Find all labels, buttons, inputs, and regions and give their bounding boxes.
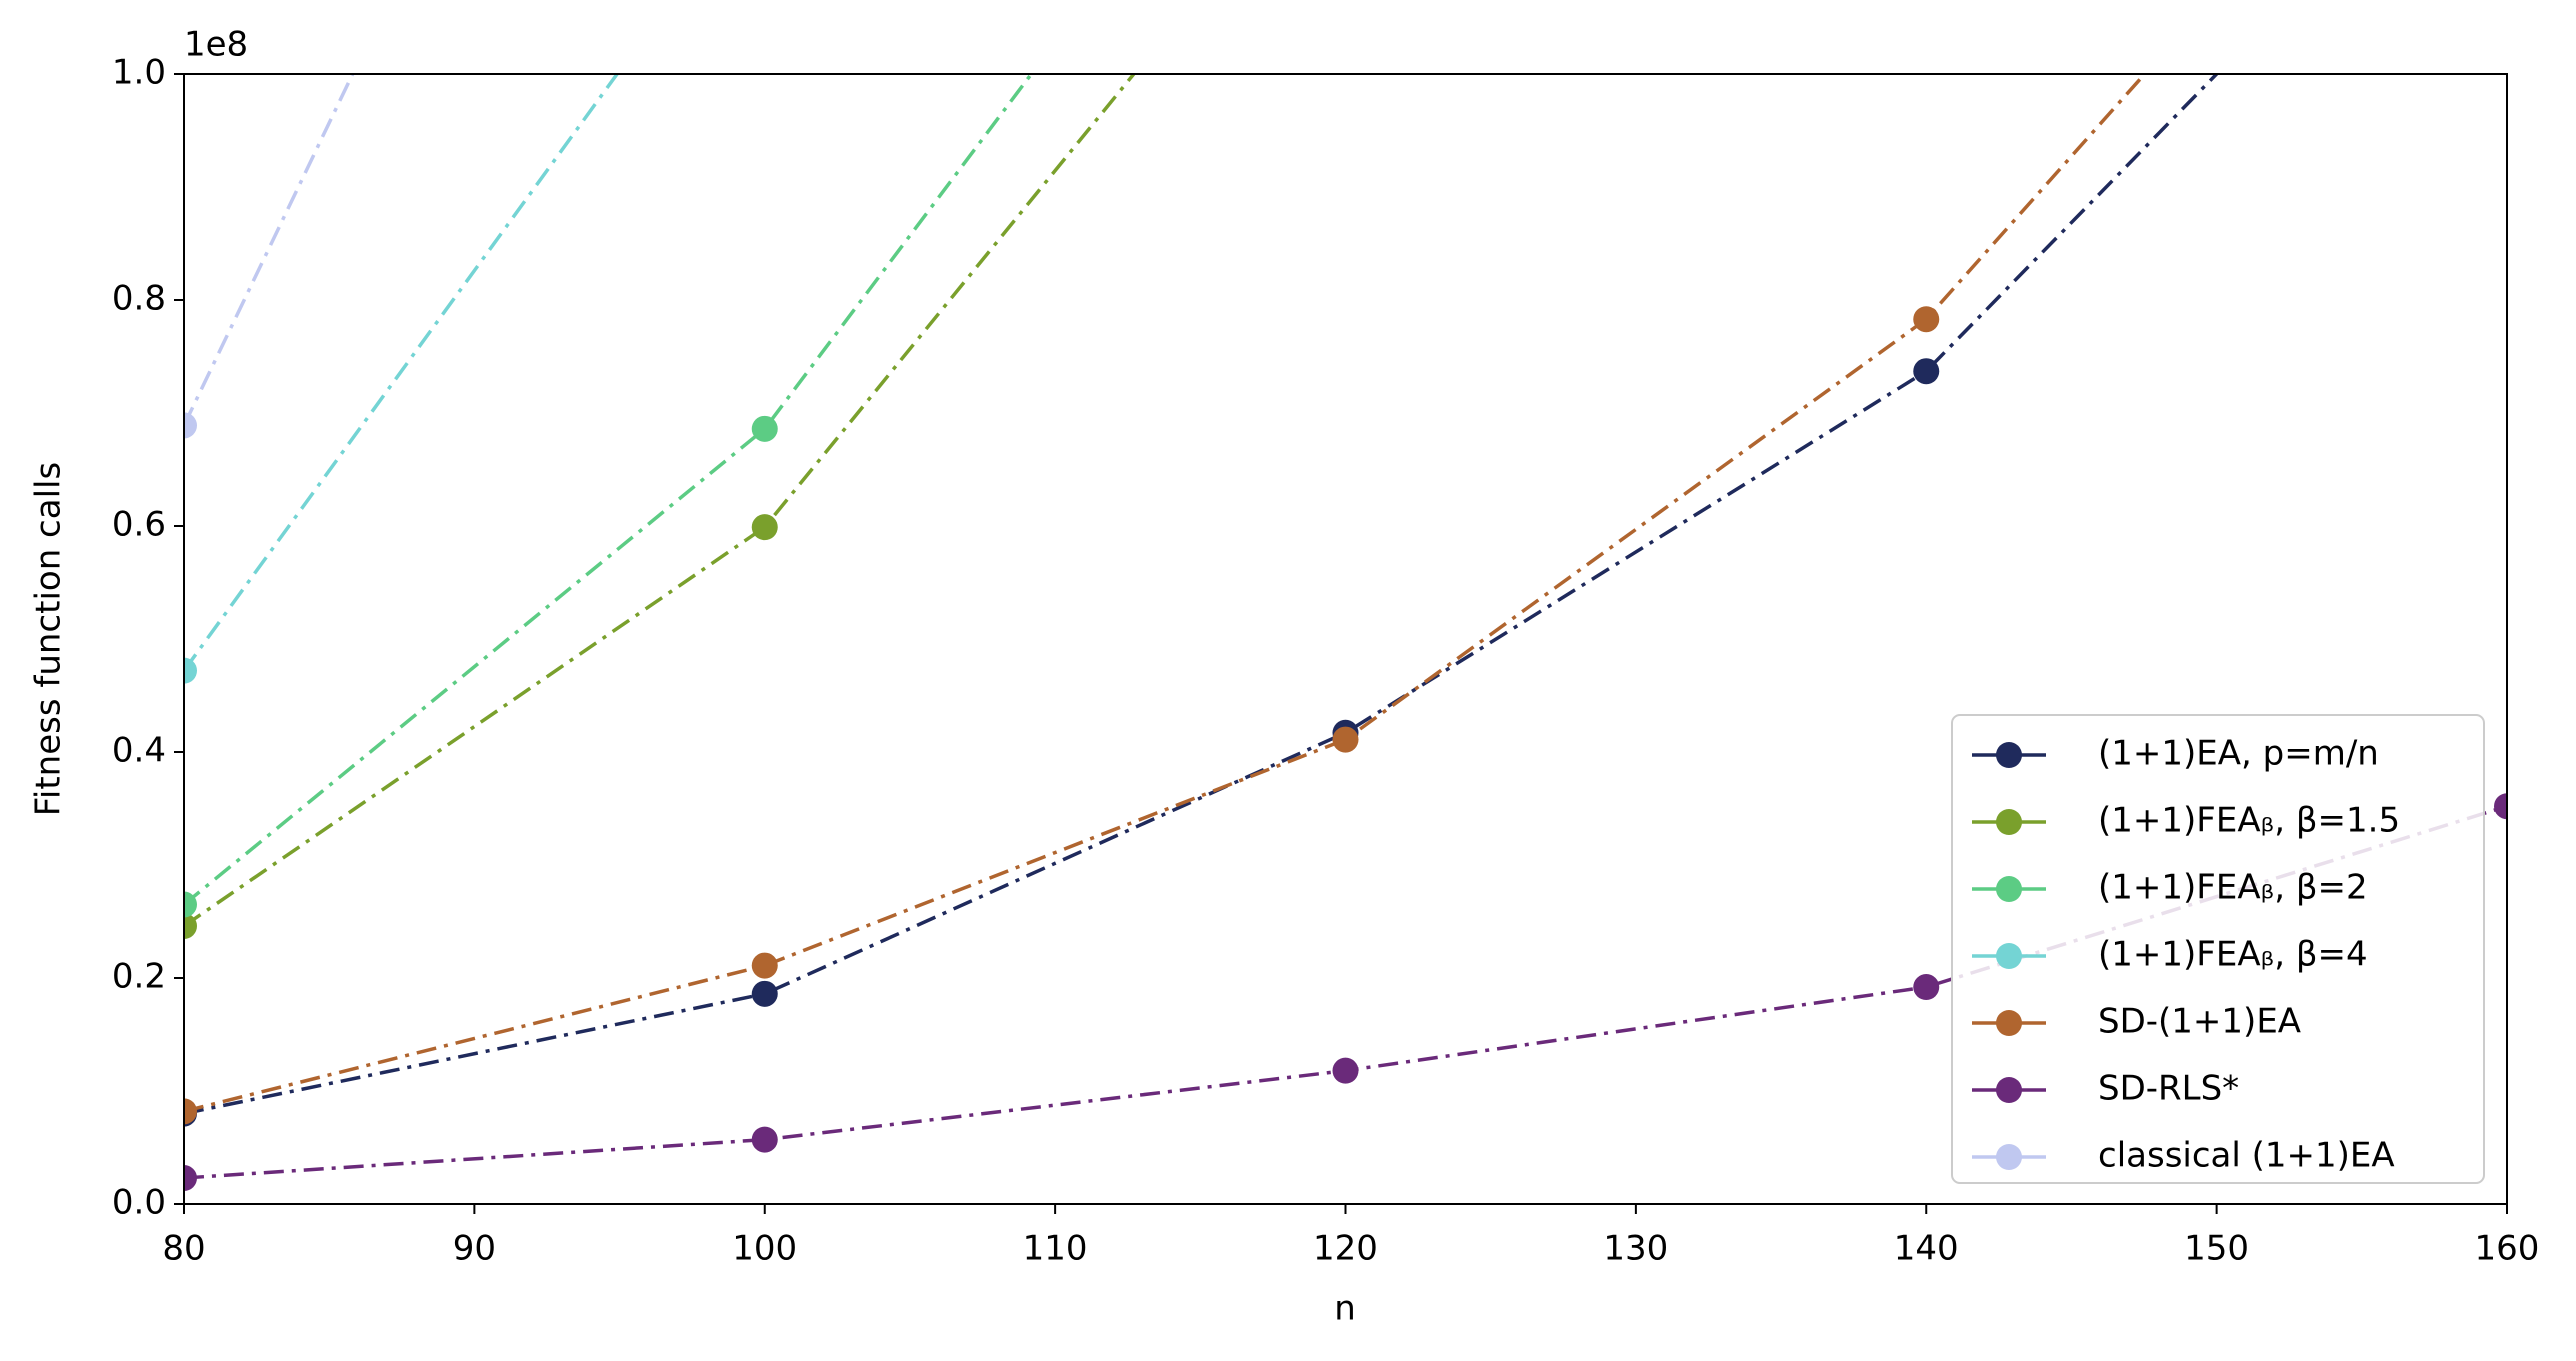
y-tick-label: 0.8 [112, 279, 166, 319]
data-point [184, 412, 197, 439]
series-line [184, 74, 1137, 928]
data-point [184, 1165, 197, 1192]
y-tick-label: 0.6 [112, 505, 166, 545]
x-tick-label: 130 [1603, 1229, 1668, 1269]
legend-label: (1+1)FEAᵦ, β=4 [2098, 935, 2368, 975]
data-point [1332, 1057, 1359, 1084]
legend-label: SD-RLS* [2098, 1069, 2239, 1109]
data-point [751, 1126, 778, 1153]
x-tick-label: 120 [1313, 1229, 1378, 1269]
legend-marker [1996, 943, 2022, 969]
y-tick-label: 0.0 [112, 1183, 166, 1223]
data-point [2494, 793, 2507, 820]
y-tick-label: 0.4 [112, 731, 166, 771]
data-point [751, 952, 778, 979]
offset-text: 1e8 [184, 25, 248, 65]
data-point [184, 913, 197, 940]
series-line [184, 74, 620, 672]
data-point [1913, 306, 1940, 333]
data-point [1913, 358, 1940, 385]
legend-label: (1+1)FEAᵦ, β=1.5 [2098, 801, 2400, 841]
x-axis-label: n [1334, 1289, 1356, 1329]
legend: (1+1)EA, p=m/n (1+1)FEAᵦ, β=1.5 (1+1)FEAᵦ,… [1972, 734, 2400, 1176]
legend-box [1951, 714, 2485, 1184]
x-tick-label: 90 [453, 1229, 496, 1269]
y-tick-label: 1.0 [112, 53, 166, 93]
y-axis-label: Fitness function calls [29, 462, 69, 816]
x-tick-label: 160 [2475, 1229, 2540, 1269]
y-tick-label: 0.2 [112, 957, 166, 997]
legend-label: SD-(1+1)EA [2098, 1002, 2301, 1042]
legend-label: (1+1)FEAᵦ, β=2 [2098, 868, 2368, 908]
x-tick-label: 80 [162, 1229, 205, 1269]
series-line [184, 74, 355, 427]
data-point [184, 657, 197, 684]
legend-marker [1996, 1010, 2022, 1036]
series-line [184, 74, 1034, 906]
legend-marker [1996, 876, 2022, 902]
legend-marker [1996, 1077, 2022, 1103]
legend-label: classical (1+1)EA [2098, 1136, 2395, 1176]
data-point [184, 1098, 197, 1125]
legend-marker [1996, 1144, 2022, 1170]
legend-marker [1996, 809, 2022, 835]
x-tick-label: 100 [732, 1229, 797, 1269]
x-tick-label: 110 [1023, 1229, 1088, 1269]
data-point [1332, 726, 1359, 753]
legend-label: (1+1)EA, p=m/n [2098, 734, 2379, 774]
data-point [751, 980, 778, 1007]
data-point [184, 891, 197, 918]
data-point [751, 514, 778, 541]
data-point [751, 415, 778, 442]
series-line [184, 74, 2148, 1114]
x-tick-label: 150 [2184, 1229, 2249, 1269]
plot-area [184, 74, 2507, 1192]
x-tick-label: 140 [1894, 1229, 1959, 1269]
data-point [1913, 974, 1940, 1001]
legend-marker [1996, 742, 2022, 768]
